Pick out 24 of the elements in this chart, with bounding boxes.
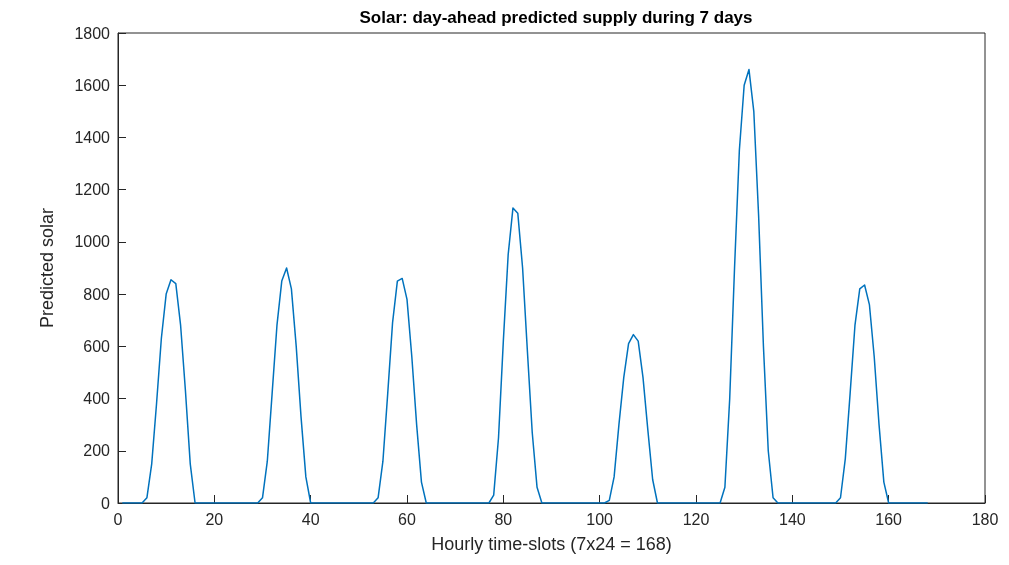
y-tick-label: 0 — [101, 494, 111, 512]
x-tick-label: 40 — [301, 510, 320, 528]
y-axis-title: Predicted solar — [37, 207, 57, 329]
x-axis-title: Hourly time-slots (7x24 = 168) — [431, 534, 672, 554]
y-tick-label: 200 — [83, 442, 111, 460]
x-tick-label: 100 — [586, 510, 614, 528]
y-tick-label: 800 — [83, 285, 111, 303]
x-tick-label: 60 — [398, 510, 416, 528]
x-tick-label: 160 — [875, 510, 903, 528]
y-tick-label: 400 — [83, 390, 111, 408]
y-tick-label: 1000 — [74, 233, 111, 251]
x-tick-label: 120 — [682, 510, 710, 528]
y-tick-label: 1800 — [74, 24, 111, 42]
x-tick-label: 0 — [113, 510, 123, 528]
x-tick-label: 20 — [205, 510, 224, 528]
y-tick-label: 600 — [83, 337, 111, 355]
x-tick-label: 180 — [971, 510, 999, 528]
line-series — [122, 68, 928, 504]
x-tick-label: 80 — [494, 510, 513, 528]
chart-title: Solar: day-ahead predicted supply during 7 days — [359, 8, 753, 27]
y-tick-label: 1600 — [74, 76, 111, 94]
y-tick-label: 1200 — [74, 181, 111, 199]
y-tick-label: 1400 — [74, 128, 111, 146]
x-tick-label: 140 — [778, 510, 806, 528]
